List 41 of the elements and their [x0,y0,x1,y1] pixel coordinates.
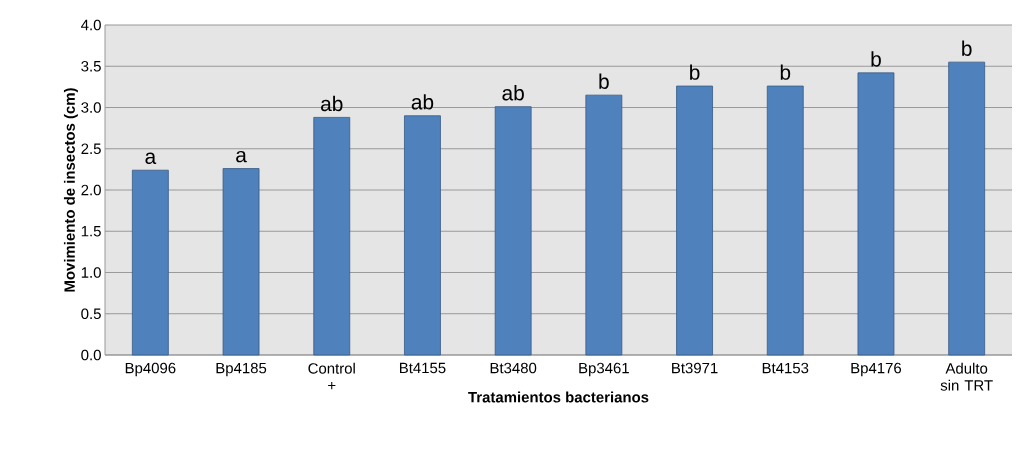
bar [313,117,351,356]
annotation: b [780,64,791,80]
y-tick-label: 1.5 [81,226,101,237]
y-tick-label: 0.5 [81,308,101,320]
y-tick-label: 0.0 [81,349,101,361]
x-axis-title: Tratamientos bacterianos [468,391,649,403]
bar [222,168,260,356]
x-tick-label: Bt4153 [762,362,809,374]
annotation: a [145,152,157,164]
y-tick-label: 2.5 [81,143,101,155]
bar [585,94,623,356]
annotation: ab [411,94,434,110]
x-tick-label: Bt4155 [399,362,446,374]
x-tick-label: Bp4176 [851,362,902,377]
y-tick-label: 1.0 [81,267,101,278]
annotation: b [871,51,881,67]
bar [404,115,441,356]
bar [494,106,532,356]
bar [676,85,713,356]
y-tick-label: 2.0 [81,184,101,196]
annotation: b [962,40,972,56]
x-tick-label: Adulto sin TRT [940,362,993,391]
x-tick-label: Bp4096 [125,362,176,377]
x-tick-label: Bp3461 [579,362,629,377]
y-axis-title: Movimiento de insectos (cm) [63,88,78,292]
annotation: b [599,73,609,89]
bar [766,85,804,356]
annotation: b [690,64,700,80]
x-tick-label: Bp4185 [216,362,267,377]
x-tick-label: Control + [308,362,355,390]
x-tick-label: Bt3971 [672,362,718,374]
bar [857,72,895,356]
annotation: a [236,150,247,163]
y-tick-label: 3.0 [81,102,101,113]
y-tick-label: 3.5 [81,60,101,72]
bar [948,61,986,356]
bar [131,169,169,356]
x-tick-label: Bt3480 [490,362,537,374]
annotation: ab [321,95,343,112]
annotation: ab [502,85,524,101]
y-tick-label: 4.0 [81,19,101,31]
